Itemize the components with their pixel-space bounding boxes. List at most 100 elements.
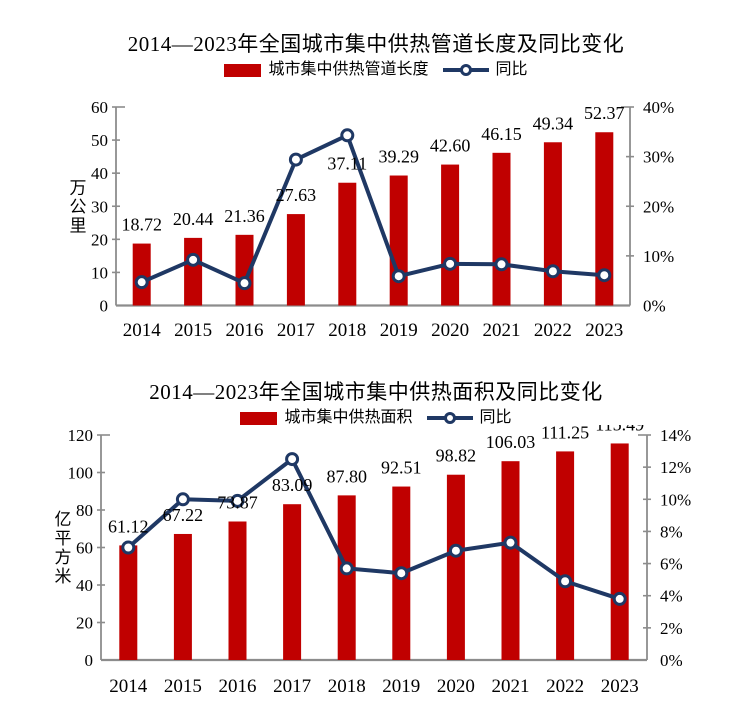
bar [441,164,460,306]
right-axis-tick-label: 14% [660,426,691,445]
bar-value-label: 92.51 [381,458,422,478]
x-axis-category-label: 2021 [492,676,530,697]
line-series [126,457,621,601]
bar [543,142,562,306]
line-series-swatch-icon [426,411,473,425]
right-axis-tick-label: 12% [660,458,691,477]
line-series-swatch-icon [442,63,489,77]
bar [389,175,408,306]
left-axis-title-char: 万 [70,178,87,197]
x-axis-category-label: 2022 [534,320,572,341]
bar [556,451,575,660]
line-marker [285,452,300,467]
line-marker [121,540,136,555]
bar-value-label: 42.60 [430,136,471,156]
x-axis-category-label: 2016 [226,320,264,341]
left-axis-title-char: 平 [55,529,72,548]
x-axis-category-label: 2018 [328,320,366,341]
bar-series-label: 城市集中供热管道长度 [268,61,429,78]
chart-title: 2014—2023年全国城市集中供热面积及同比变化 [149,380,603,404]
x-axis-category-label: 2015 [164,676,202,697]
bar [610,443,629,660]
legend-item-bar: 城市集中供热管道长度 [224,61,429,78]
x-axis-category-label: 2023 [601,676,639,697]
line-marker [175,492,190,507]
line-series-label: 同比 [495,61,528,78]
legend-item-bar: 城市集中供热面积 [240,409,413,426]
bar-value-label: 87.80 [326,466,367,486]
x-axis-category-label: 2017 [273,676,311,697]
x-axis-category-label: 2020 [431,320,469,341]
line-marker-icon [459,64,472,76]
bar-value-label: 46.15 [481,124,522,144]
left-axis-tick-label: 40 [76,576,93,595]
bar [228,521,247,660]
left-axis-tick-label: 40 [91,164,108,183]
bar-value-label: 106.03 [486,432,536,452]
x-axis-category-label: 2023 [585,320,623,341]
bar [595,132,614,306]
right-axis-tick-label: 10% [660,490,691,509]
left-axis-tick-label: 50 [91,131,108,150]
pipeline-length-chart: 2014—2023年全国城市集中供热管道长度及同比变化 城市集中供热管道长度 同… [0,0,752,352]
bar [501,461,520,660]
x-axis-category-label: 2019 [380,320,418,341]
bar-value-label: 27.63 [276,185,317,205]
bar-series-label: 城市集中供热面积 [284,409,413,426]
bar-series-swatch-icon [240,411,278,425]
line-marker [288,152,303,167]
line-marker [558,574,573,589]
bar-value-label: 115.49 [595,425,644,434]
line-series-label: 同比 [479,409,512,426]
chart-title: 2014—2023年全国城市集中供热管道长度及同比变化 [127,32,625,56]
heating-area-plot-canvas: 0 20 40 60 80 100 120 0% 2% 4% 6% 8% 10% 12% 14% 61.12 6… [55,425,692,697]
bar-value-label: 83.09 [272,475,313,495]
right-axis-tick-label: 4% [660,587,683,606]
bar-value-label: 98.82 [436,446,477,466]
x-axis-category-label: 2014 [109,676,148,697]
x-axis-category-label: 2018 [328,676,366,697]
x-axis-category-label: 2019 [382,676,420,697]
right-axis-tick-label: 6% [660,555,683,574]
bar [119,545,138,660]
left-axis-tick-label: 0 [85,651,94,670]
x-axis-category-label: 2022 [546,676,584,697]
left-axis-title-char: 公 [70,197,87,216]
bar-series-swatch-icon [224,63,262,77]
bar [446,474,465,660]
bar [492,152,511,306]
line-marker [340,128,355,143]
right-axis-tick-label: 0% [643,297,666,316]
x-axis-category-label: 2021 [483,320,521,341]
left-axis-tick-label: 20 [76,614,93,633]
left-axis-title-char: 亿 [55,510,72,529]
chart-legend: 城市集中供热面积 同比 [0,410,752,426]
line-series [140,133,605,286]
line-marker [597,268,612,283]
line-marker [230,493,245,508]
line-marker [448,543,463,558]
line-marker [186,252,201,267]
right-axis-tick-label: 2% [660,619,683,638]
bar-value-label: 111.25 [541,425,589,442]
pipeline-length-plot-canvas: 0 10 20 30 40 50 60 0% 10% 20% 30% 40% 18.72 20.44 21.… [70,98,675,341]
x-axis-category-label: 2016 [219,676,257,697]
left-axis-tick-label: 60 [76,539,93,558]
right-axis-tick-label: 30% [643,148,674,167]
line-marker [503,535,518,550]
bar [132,243,151,306]
left-axis-title-char: 里 [70,216,87,235]
bar [338,182,357,306]
bar-value-label: 73.87 [217,492,258,512]
bar [286,214,305,306]
right-axis-tick-label: 20% [643,197,674,216]
right-axis-tick-label: 8% [660,522,683,541]
bar-value-label: 39.29 [378,147,419,167]
legend-item-line: 同比 [442,61,528,78]
bar [283,504,302,660]
left-axis-tick-label: 100 [68,464,94,483]
bar [173,533,192,660]
bar-value-label: 18.72 [121,215,162,235]
legend-item-line: 同比 [426,409,512,426]
